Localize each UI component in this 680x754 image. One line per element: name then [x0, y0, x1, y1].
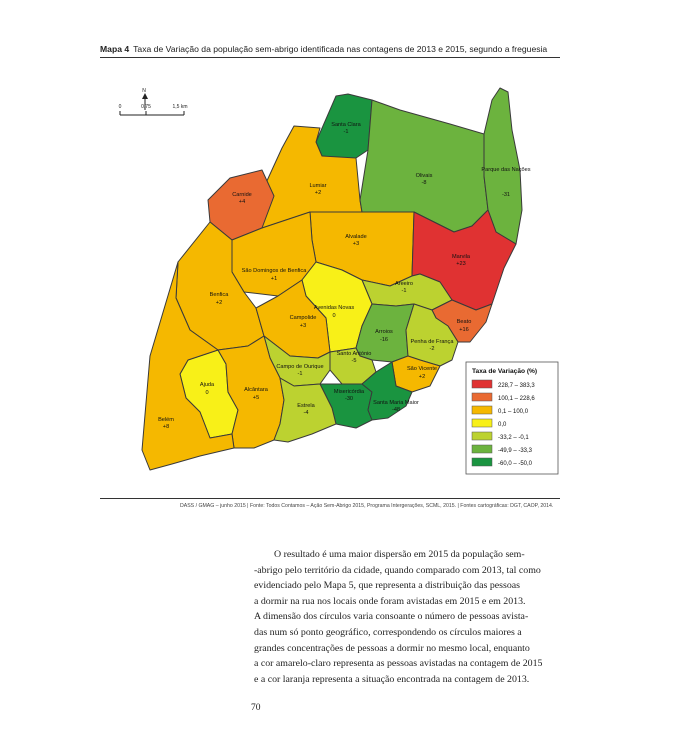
value-carnide: +4: [239, 199, 245, 205]
label-areeiro: Areeiro: [395, 281, 413, 287]
label-santa-clara: Santa Clara: [331, 122, 361, 128]
value-areeiro: -1: [402, 288, 407, 294]
label-sao-vicente: São Vicente: [407, 366, 437, 372]
value-santa-maria-maior: -48: [392, 407, 400, 413]
parish-parque-das-nacoes: [483, 87, 523, 245]
body-line: das num só ponto geográfico, corresponde…: [254, 626, 522, 638]
value-parque-das-nacoes: -31: [502, 192, 510, 198]
body-line: grandes concentrações de pessoas a dormi…: [254, 642, 530, 654]
north-label: N: [142, 88, 146, 94]
value-benfica: +2: [216, 300, 222, 306]
legend-swatch: [471, 392, 493, 402]
parish-estrela: [273, 377, 337, 443]
body-line: -abrigo pelo território da cidade, quand…: [254, 564, 541, 576]
value-campo-de-ourique: -1: [298, 371, 303, 377]
value-campolide: +3: [300, 323, 306, 329]
map-title: Mapa 4 Taxa de Variação da população sem-…: [100, 44, 570, 54]
label-beato: Beato: [457, 319, 472, 325]
body-line: a cor amarelo-claro representa as pessoa…: [254, 658, 543, 670]
legend-title: Taxa de Variação (%): [472, 368, 537, 375]
map-legend: Taxa de Variação (%) 228,7 – 383,3 100,1 …: [465, 361, 559, 475]
parish-labels: Santa Clara -1 Lumiar +2 Carnide +4 Oliv…: [158, 122, 531, 430]
legend-swatch: [471, 431, 493, 441]
label-belem: Belém: [158, 417, 174, 423]
value-estrela: -4: [304, 410, 309, 416]
label-misericordia: Misericórdia: [334, 389, 365, 395]
value-sao-domingos-de-benfica: +1: [271, 276, 277, 282]
value-belem: +8: [163, 424, 169, 430]
value-ajuda: 0: [205, 390, 208, 396]
body-line: A dimensão dos círculos varia consoante …: [254, 611, 529, 623]
legend-label: -33,2 – -0,1: [498, 435, 529, 441]
body-line: e a cor laranja representa a situação en…: [254, 673, 530, 685]
page-number: 70: [251, 703, 261, 713]
value-alcantara: +5: [253, 395, 259, 401]
map-title-text: Taxa de Variação da população sem-abrigo…: [133, 44, 548, 54]
scale-label-1: 0,75: [141, 104, 151, 110]
body-line: evidenciado pelo Mapa 5, que representa …: [254, 580, 520, 592]
label-santa-maria-maior: Santa Maria Maior: [373, 400, 419, 406]
legend-label: 228,7 – 383,3: [498, 383, 535, 389]
parish-santa-maria-maior: [361, 361, 413, 421]
body-line: a dormir na rua nos locais onde foram av…: [254, 595, 526, 607]
label-alcantara: Alcântara: [244, 387, 269, 393]
label-santo-antonio: Santo António: [337, 351, 372, 357]
label-carnide: Carnide: [232, 192, 252, 198]
value-misericordia: -30: [345, 396, 353, 402]
legend-label: 100,1 – 228,6: [498, 396, 535, 402]
scale-label-0: 0: [119, 104, 122, 110]
value-avenidas-novas: 0: [332, 313, 335, 319]
value-penha-de-franca: -2: [430, 346, 435, 352]
scale-bar: N 0 0,75 1,5 km: [119, 88, 188, 116]
value-santa-clara: -1: [344, 129, 349, 135]
value-arroios: -16: [380, 337, 388, 343]
value-beato: +16: [459, 327, 469, 333]
legend-label: -60,0 – -50,0: [498, 461, 533, 467]
label-avenidas-novas: Avenidas Novas: [314, 305, 355, 311]
title-divider: [100, 57, 560, 58]
legend-swatch: [471, 418, 493, 428]
value-marvila: +23: [456, 261, 466, 267]
label-alvalade: Alvalade: [345, 234, 366, 240]
legend-label: -49,9 – -33,3: [498, 448, 533, 454]
source-divider: [100, 498, 560, 499]
legend-swatch: [471, 405, 493, 415]
label-estrela: Estrela: [297, 403, 315, 409]
parish-regions: [141, 87, 523, 471]
map-source-note: DASS / GMAG – junho 2015 | Fonte: Todos …: [180, 503, 554, 509]
label-campolide: Campolide: [290, 315, 317, 321]
map-number-label: Mapa 4: [100, 44, 130, 54]
legend-swatch: [471, 457, 493, 467]
label-sao-domingos-de-benfica: São Domingos de Benfica: [242, 268, 308, 274]
value-santo-antonio: -5: [352, 358, 357, 364]
label-arroios: Arroios: [375, 329, 393, 335]
label-marvila: Marvila: [452, 254, 471, 260]
body-paragraph: O resultado é uma maior dispersão em 201…: [254, 547, 559, 687]
value-olivais: -8: [422, 180, 427, 186]
label-penha-de-franca: Penha de França: [411, 339, 455, 345]
parish-belem: [141, 261, 235, 471]
label-lumiar: Lumiar: [309, 183, 326, 189]
body-line: O resultado é uma maior dispersão em 201…: [274, 549, 525, 560]
label-ajuda: Ajuda: [200, 382, 215, 388]
label-benfica: Benfica: [210, 292, 230, 298]
legend-swatch: [471, 444, 493, 454]
legend-swatch: [471, 379, 493, 389]
legend-label: 0,0: [498, 422, 507, 428]
scale-label-2: 1,5 km: [172, 104, 187, 110]
label-parque-das-nacoes: Parque das Nações: [481, 167, 530, 173]
label-campo-de-ourique: Campo de Ourique: [276, 364, 323, 370]
parish-penha-de-franca: [405, 303, 459, 367]
value-alvalade: +3: [353, 241, 359, 247]
value-sao-vicente: +2: [419, 374, 425, 380]
value-lumiar: +2: [315, 190, 321, 196]
legend-label: 0,1 – 100,0: [498, 409, 529, 415]
label-olivais: Olivais: [416, 173, 433, 179]
